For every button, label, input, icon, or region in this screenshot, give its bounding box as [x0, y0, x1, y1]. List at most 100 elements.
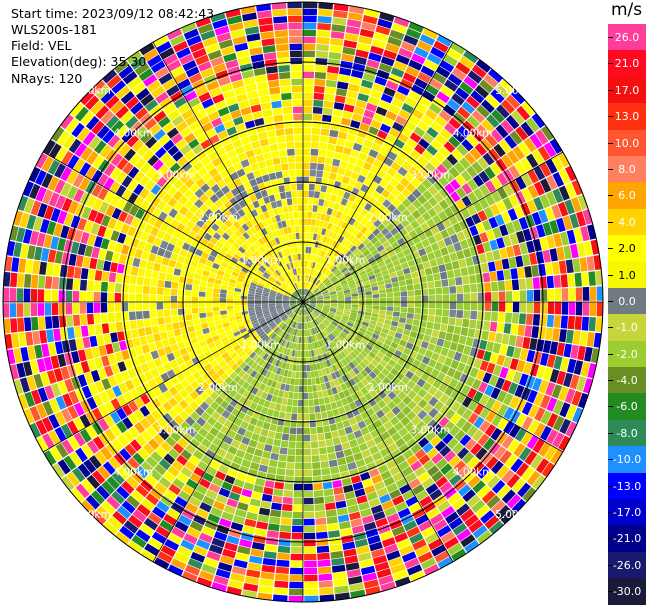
velocity-gate	[276, 292, 284, 296]
velocity-gate	[108, 322, 117, 333]
ray	[303, 125, 554, 302]
velocity-gate	[314, 334, 318, 342]
velocity-gate	[395, 54, 410, 65]
velocity-gate	[145, 136, 158, 149]
velocity-gate	[338, 227, 345, 236]
velocity-gate	[424, 532, 440, 545]
velocity-gate	[270, 255, 277, 263]
velocity-gate	[563, 372, 573, 388]
velocity-gate	[316, 212, 322, 220]
velocity-gate	[3, 271, 11, 287]
velocity-gate	[89, 257, 98, 270]
velocity-gate	[247, 359, 255, 367]
velocity-gate	[212, 351, 221, 359]
velocity-gate	[309, 357, 313, 364]
velocity-gate	[281, 362, 287, 369]
velocity-gate	[192, 313, 200, 320]
velocity-gate	[491, 302, 499, 312]
velocity-gate	[210, 250, 218, 258]
velocity-gate	[237, 277, 245, 283]
velocity-gate	[428, 302, 436, 309]
velocity-gate	[383, 420, 394, 431]
velocity-gate	[505, 115, 520, 130]
velocity-gate	[233, 162, 243, 171]
velocity-gate	[451, 149, 464, 161]
velocity-gate	[377, 399, 387, 409]
velocity-gate	[362, 280, 370, 286]
velocity-gate	[224, 394, 234, 404]
velocity-gate	[155, 446, 168, 458]
velocity-gate	[145, 493, 159, 506]
velocity-gate	[91, 510, 107, 525]
velocity-gate	[337, 297, 345, 300]
velocity-gate	[344, 380, 352, 389]
velocity-gate	[255, 308, 262, 313]
velocity-gate	[230, 522, 244, 532]
velocity-gate	[519, 242, 529, 255]
velocity-gate	[501, 379, 512, 392]
velocity-gate	[342, 541, 356, 551]
velocity-gate	[48, 192, 60, 207]
velocity-gate	[485, 410, 497, 423]
velocity-gate	[505, 94, 521, 110]
velocity-gate	[332, 480, 343, 488]
velocity-gate	[323, 294, 330, 298]
velocity-gate	[430, 139, 443, 151]
velocity-gate	[450, 359, 460, 370]
velocity-gate	[86, 291, 94, 302]
velocity-gate	[393, 172, 404, 182]
velocity-gate	[242, 264, 250, 271]
velocity-gate	[411, 271, 419, 279]
velocity-gate	[68, 390, 80, 405]
velocity-gate	[261, 236, 268, 244]
velocity-gate	[372, 403, 381, 413]
velocity-gate	[434, 232, 443, 242]
velocity-gate	[318, 198, 325, 207]
velocity-gate	[273, 374, 280, 382]
velocity-gate	[433, 180, 444, 192]
velocity-gate	[549, 341, 559, 355]
velocity-gate	[25, 331, 34, 346]
velocity-gate	[320, 266, 326, 273]
velocity-gate	[101, 355, 110, 367]
velocity-gate	[17, 317, 25, 332]
velocity-gate	[532, 149, 545, 165]
velocity-gate	[565, 329, 574, 344]
velocity-gate	[255, 272, 262, 278]
velocity-gate	[263, 271, 271, 278]
velocity-gate	[490, 89, 505, 104]
velocity-gate	[381, 328, 389, 334]
velocity-gate	[359, 361, 367, 369]
velocity-gate	[306, 315, 309, 322]
velocity-gate	[235, 449, 246, 459]
velocity-gate	[248, 290, 255, 295]
velocity-gate	[125, 115, 139, 129]
velocity-gate	[352, 211, 360, 220]
velocity-gate	[303, 441, 311, 449]
velocity-gate	[249, 351, 257, 359]
velocity-gate	[243, 452, 254, 462]
velocity-gate	[319, 332, 324, 339]
velocity-gate	[174, 382, 185, 393]
velocity-gate	[299, 364, 303, 372]
velocity-gate	[491, 109, 505, 124]
velocity-gate	[64, 378, 75, 393]
velocity-gate	[211, 157, 222, 167]
velocity-gate	[389, 271, 397, 279]
velocity-gate	[163, 362, 172, 372]
velocity-gate	[195, 85, 209, 97]
velocity-gate	[293, 283, 298, 290]
velocity-gate	[312, 391, 319, 399]
velocity-gate	[485, 456, 499, 470]
velocity-gate	[433, 192, 444, 203]
velocity-gate	[339, 332, 347, 339]
velocity-gate	[151, 397, 162, 409]
velocity-gate	[93, 302, 101, 313]
velocity-gate	[219, 169, 229, 179]
velocity-gate	[303, 218, 307, 226]
velocity-gate	[369, 165, 380, 175]
velocity-gate	[213, 283, 221, 289]
velocity-gate	[28, 166, 41, 183]
velocity-gate	[139, 175, 151, 187]
velocity-gate	[166, 369, 176, 379]
